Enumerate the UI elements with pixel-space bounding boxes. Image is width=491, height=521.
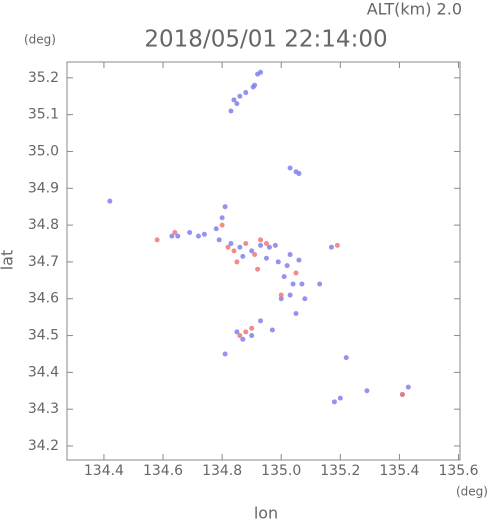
echo-point — [175, 233, 181, 239]
echo-point — [255, 266, 261, 272]
echo-point — [249, 325, 255, 331]
echo-point — [222, 351, 228, 357]
echo-point — [287, 165, 293, 171]
echo-point — [331, 399, 337, 405]
echo-point — [201, 231, 207, 237]
y-tick-label: 34.2 — [28, 438, 59, 454]
echo-point — [287, 292, 293, 298]
echo-point — [272, 242, 278, 248]
echo-point — [405, 384, 411, 390]
plot-frame — [66, 61, 461, 461]
echo-point — [263, 241, 269, 247]
echo-point — [249, 248, 255, 254]
y-tick-label: 35.2 — [28, 70, 59, 86]
echo-point — [225, 244, 231, 250]
echo-point — [302, 296, 308, 302]
y-tick-label: 34.5 — [28, 328, 59, 344]
echo-point — [216, 237, 222, 243]
echo-point — [278, 296, 284, 302]
echo-point — [337, 395, 343, 401]
echo-point — [334, 242, 340, 248]
echo-point — [187, 229, 193, 235]
y-tick-label: 35.1 — [28, 107, 59, 123]
echo-point — [249, 333, 255, 339]
echo-point — [275, 259, 281, 265]
echo-point — [296, 257, 302, 263]
echo-point — [219, 222, 225, 228]
echo-point — [299, 281, 305, 287]
altitude-label: ALT(km) 2.0 — [367, 0, 462, 19]
y-tick-label: 34.6 — [28, 291, 59, 307]
echo-point — [213, 226, 219, 232]
echo-point — [252, 82, 258, 88]
chart-title: 2018/05/01 22:14:00 — [144, 27, 387, 53]
echo-point — [195, 233, 201, 239]
echo-point — [154, 237, 160, 243]
echo-point — [240, 336, 246, 342]
x-tick-label: 134.6 — [143, 463, 183, 479]
echo-point — [343, 355, 349, 361]
echo-point — [290, 281, 296, 287]
x-tick-label: 135.2 — [320, 463, 360, 479]
echo-point — [107, 198, 113, 204]
echo-point — [364, 388, 370, 394]
echo-point — [258, 318, 264, 324]
echo-point — [219, 215, 225, 221]
y-tick-label: 34.9 — [28, 180, 59, 196]
y-tick-label: 34.4 — [28, 364, 59, 380]
echo-point — [317, 281, 323, 287]
echo-point — [237, 244, 243, 250]
echo-point — [296, 171, 302, 177]
echo-point — [328, 244, 334, 250]
echo-point — [258, 69, 264, 75]
x-tick-label: 135.0 — [261, 463, 301, 479]
x-tick-label: 134.4 — [84, 463, 124, 479]
echo-point — [287, 252, 293, 258]
echo-point — [234, 259, 240, 265]
echo-point — [172, 229, 178, 235]
x-unit: (deg) — [456, 485, 488, 499]
echo-point — [281, 274, 287, 280]
echo-point — [240, 253, 246, 259]
echo-point — [293, 310, 299, 316]
echo-point — [237, 93, 243, 99]
echo-point — [284, 263, 290, 269]
x-tick-label: 134.8 — [202, 463, 242, 479]
echo-point — [228, 108, 234, 114]
echo-point — [269, 327, 275, 333]
y-axis-label: lat — [0, 250, 17, 271]
echo-point — [228, 241, 234, 247]
echo-point — [258, 242, 264, 248]
echo-point — [243, 241, 249, 247]
y-tick-label: 34.3 — [28, 401, 59, 417]
echo-point — [399, 391, 405, 397]
x-axis-label: lon — [254, 504, 278, 521]
echo-point — [169, 233, 175, 239]
echo-point — [243, 329, 249, 335]
y-unit: (deg) — [24, 33, 56, 47]
echo-point — [278, 292, 284, 298]
echo-point — [243, 90, 249, 96]
echo-point — [234, 101, 240, 107]
echo-point — [231, 97, 237, 103]
echo-point — [231, 248, 237, 254]
echo-point — [252, 252, 258, 258]
y-tick-label: 34.7 — [28, 254, 59, 270]
echo-point — [234, 329, 240, 335]
echo-point — [222, 204, 228, 210]
echo-point — [263, 255, 269, 261]
x-tick-label: 135.6 — [438, 463, 478, 479]
echo-point — [258, 237, 264, 243]
echo-point — [266, 244, 272, 250]
x-tick-label: 135.4 — [379, 463, 419, 479]
echo-point — [293, 270, 299, 276]
y-tick-label: 34.8 — [28, 217, 59, 233]
echo-point — [237, 333, 243, 339]
y-tick-label: 35.0 — [28, 143, 59, 159]
